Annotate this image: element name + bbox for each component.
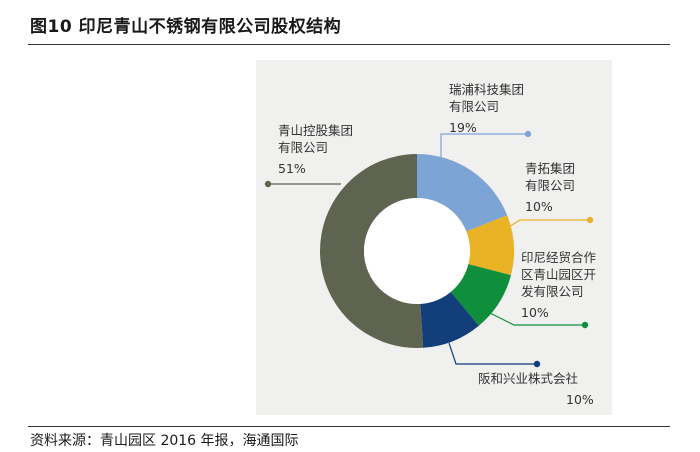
leader-line-1	[495, 219, 590, 236]
slice-label-0-line-0: 瑞浦科技集团	[449, 82, 524, 97]
slice-label-2-line-2: 发有限公司	[521, 284, 584, 299]
slice-percent-label-4: 51%	[278, 161, 306, 176]
donut-hole	[364, 198, 470, 304]
figure-title: 图10 印尼青山不锈钢有限公司股权结构	[30, 17, 342, 37]
donut-slice-2	[450, 264, 511, 326]
leader-dot-2	[581, 321, 589, 329]
leader-dot-1	[586, 216, 594, 224]
slice-label-2-line-0: 印尼经贸合作	[521, 250, 597, 265]
slice-percent-label-2: 10%	[521, 305, 549, 320]
slice-label-2-line-1: 区青山园区开	[521, 267, 596, 282]
slice-percent-label-3: 10%	[566, 392, 594, 407]
leader-dot-4	[264, 180, 272, 188]
slice-label-1-line-1: 有限公司	[525, 178, 575, 193]
donut-slice-3	[420, 291, 479, 348]
slice-label-1-line-0: 青拓集团	[525, 161, 575, 176]
source-note: 资料来源：青山园区 2016 年报，海通国际	[30, 433, 299, 449]
donut-slice-4	[319, 154, 424, 349]
leader-line-0	[440, 133, 528, 157]
title-divider	[28, 44, 670, 45]
slice-label-4-line-0: 青山控股集团	[278, 123, 353, 138]
source-divider	[28, 426, 670, 427]
leader-line-3	[448, 342, 537, 365]
chart-panel: 瑞浦科技集团 有限公司 19% 青拓集团 有限公司 10% 印尼经贸合作 区青山园区开 发有限公…	[256, 60, 612, 415]
leader-dot-0	[524, 130, 532, 138]
slice-label-4-line-1: 有限公司	[278, 140, 328, 155]
donut-slice-1	[466, 215, 514, 276]
leader-line-2	[483, 309, 585, 326]
slice-label-0-line-1: 有限公司	[449, 99, 499, 114]
donut-slice-0	[417, 154, 508, 232]
leader-dot-3	[533, 360, 541, 368]
slice-label-3-line-0: 阪和兴业株式会社	[478, 371, 578, 386]
donut-chart: 瑞浦科技集团有限公司19%青拓集团有限公司10%印尼经贸合作区青山园区开发有限公…	[264, 82, 597, 407]
slice-percent-label-1: 10%	[525, 199, 553, 214]
slice-percent-label-0: 19%	[449, 120, 477, 135]
